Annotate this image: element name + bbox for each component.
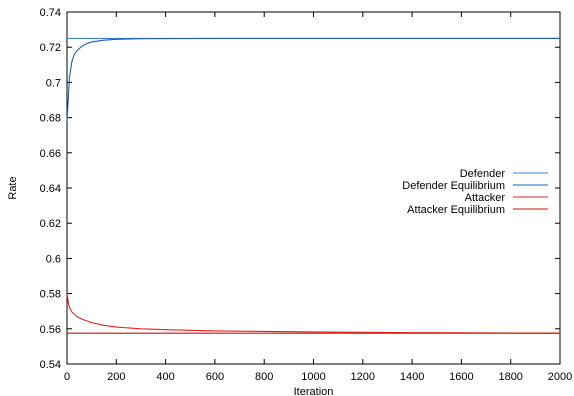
- legend-label-3: Attacker: [465, 192, 506, 204]
- x-tick-label: 1400: [400, 371, 424, 383]
- y-axis-label: Rate: [7, 176, 19, 199]
- x-tick-label: 2000: [548, 371, 572, 383]
- series-line-2: [66, 37, 560, 122]
- series-lines: [66, 37, 561, 334]
- x-tick-label: 800: [255, 371, 273, 383]
- y-tick-label: 0.62: [40, 218, 61, 230]
- x-tick-label: 1600: [449, 371, 473, 383]
- legend-label-1: Defender: [460, 168, 506, 180]
- x-tick-label: 1000: [301, 371, 325, 383]
- y-tick-label: 0.58: [40, 289, 61, 301]
- y-tick-label: 0.54: [40, 359, 61, 371]
- legend-label-2: Defender Equilibrium: [402, 180, 505, 192]
- y-tick-label: 0.72: [40, 42, 61, 54]
- x-tick-label: 400: [156, 371, 174, 383]
- x-axis-label: Iteration: [294, 386, 334, 396]
- y-tick-label: 0.7: [46, 77, 61, 89]
- y-tick-label: 0.56: [40, 324, 61, 336]
- y-tick-label: 0.64: [40, 183, 61, 195]
- series-line-3: [66, 293, 561, 334]
- y-tick-label: 0.6: [46, 253, 61, 265]
- legend-label-4: Attacker Equilibrium: [407, 204, 505, 216]
- x-tick-label: 200: [107, 371, 125, 383]
- x-tick-label: 600: [206, 371, 224, 383]
- y-tick-label: 0.68: [40, 113, 61, 125]
- x-tick-label: 1200: [351, 371, 375, 383]
- x-tick-label: 0: [64, 371, 70, 383]
- y-tick-label: 0.66: [40, 148, 61, 160]
- x-tick-label: 1800: [498, 371, 522, 383]
- axes: 0 200 400 600 800 1000 1200 1400 1600 1800 2000 0.5…: [40, 7, 573, 383]
- y-tick-label: 0.74: [40, 7, 61, 19]
